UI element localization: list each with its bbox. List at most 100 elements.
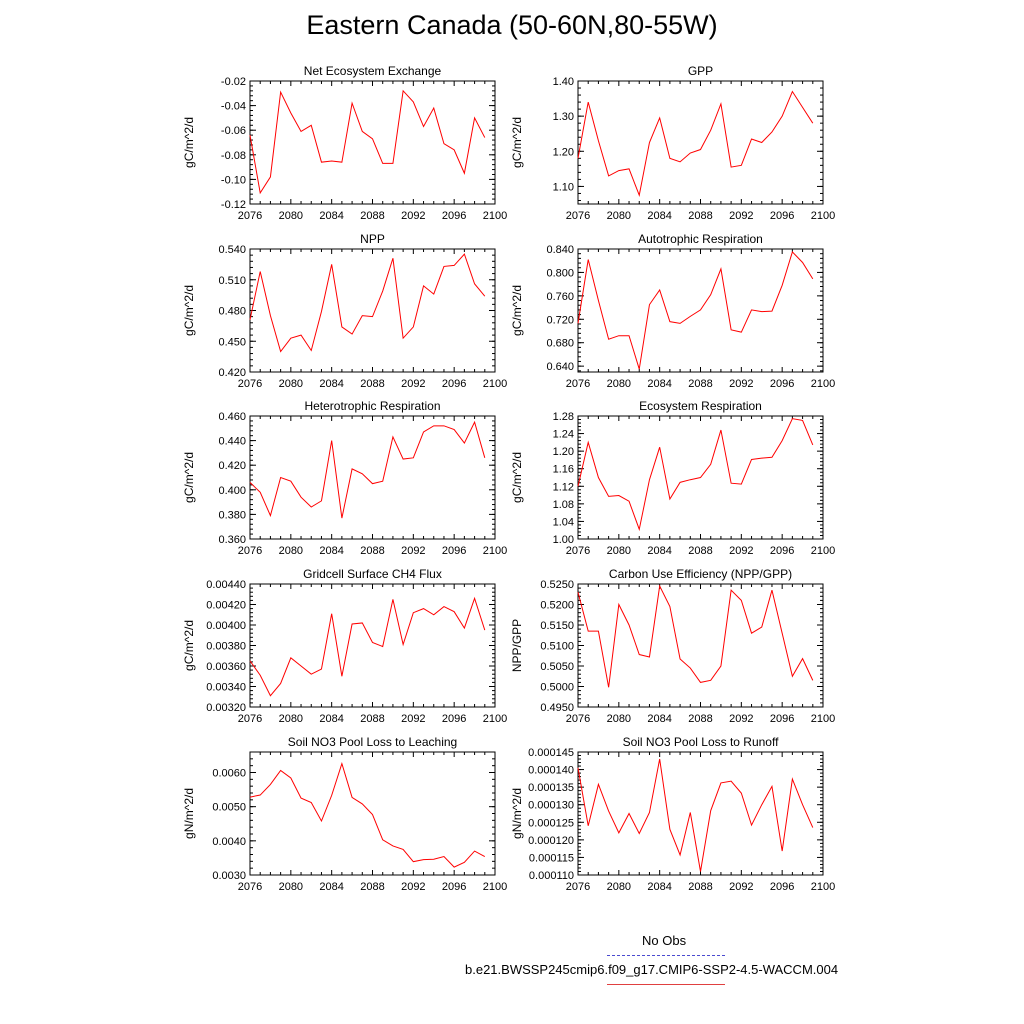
x-tick-label: 2084: [319, 713, 343, 725]
y-tick-label: 0.840: [546, 244, 574, 256]
x-tick-label: 2096: [442, 545, 466, 557]
y-tick-label: 0.360: [218, 534, 246, 546]
x-tick-label: 2092: [729, 713, 753, 725]
y-tick-label: 0.480: [218, 306, 246, 318]
y-tick-label: 1.10: [553, 181, 574, 193]
x-tick-label: 2100: [811, 713, 835, 725]
plot-title: Carbon Use Efficiency (NPP/GPP): [609, 567, 792, 581]
x-tick-label: 2076: [566, 713, 590, 725]
y-tick-label: 0.00340: [206, 682, 246, 694]
x-tick-label: 2084: [319, 545, 343, 557]
figure-title: Eastern Canada (50-60N,80-55W): [306, 10, 718, 40]
y-tick-label: 0.5200: [540, 600, 574, 612]
x-tick-label: 2100: [483, 881, 507, 893]
y-tick-label: 1.30: [553, 111, 574, 123]
y-tick-label: 0.000140: [528, 765, 574, 777]
x-tick-label: 2080: [607, 210, 631, 222]
y-tick-label: 0.00420: [206, 600, 246, 612]
x-tick-label: 2100: [811, 378, 835, 390]
x-tick-label: 2080: [279, 210, 303, 222]
y-tick-label: 1.20: [553, 446, 574, 458]
y-tick-label: 1.04: [553, 516, 574, 528]
x-tick-label: 2096: [442, 210, 466, 222]
y-axis-label: NPP/GPP: [510, 619, 524, 672]
series-line: [577, 584, 814, 688]
series-line: [249, 89, 486, 195]
y-tick-label: -0.12: [221, 199, 246, 211]
y-tick-label: 1.00: [553, 534, 574, 546]
y-tick-label: 0.5250: [540, 579, 574, 591]
x-tick-label: 2096: [442, 881, 466, 893]
x-tick-label: 2100: [483, 378, 507, 390]
y-tick-label: 0.420: [218, 367, 246, 379]
plot-title: Ecosystem Respiration: [639, 399, 762, 413]
x-tick-label: 2084: [319, 378, 343, 390]
y-tick-label: -0.08: [221, 150, 246, 162]
x-tick-label: 2076: [566, 378, 590, 390]
x-tick-label: 2076: [566, 210, 590, 222]
x-tick-label: 2096: [770, 378, 794, 390]
y-tick-label: 0.510: [218, 275, 246, 287]
x-tick-label: 2076: [238, 545, 262, 557]
y-tick-label: -0.06: [221, 125, 246, 137]
x-tick-label: 2092: [401, 881, 425, 893]
plot-title: Autotrophic Respiration: [638, 232, 763, 246]
y-axis-label: gC/m^2/d: [510, 452, 524, 503]
y-tick-label: 0.000130: [528, 800, 574, 812]
x-tick-label: 2088: [688, 545, 712, 557]
x-tick-label: 2088: [688, 378, 712, 390]
y-tick-label: 0.0030: [212, 870, 246, 882]
x-tick-label: 2092: [729, 378, 753, 390]
y-axis-label: gN/m^2/d: [182, 788, 196, 839]
series-line: [577, 250, 814, 370]
x-tick-label: 2100: [483, 210, 507, 222]
y-tick-label: 0.5050: [540, 661, 574, 673]
y-axis-label: gC/m^2/d: [182, 620, 196, 671]
y-tick-label: 0.380: [218, 509, 246, 521]
x-tick-label: 2092: [401, 378, 425, 390]
y-tick-label: 0.00320: [206, 702, 246, 714]
y-tick-label: 0.00360: [206, 661, 246, 673]
y-tick-label: 1.16: [553, 464, 574, 476]
x-tick-label: 2084: [647, 378, 671, 390]
y-axis-label: gC/m^2/d: [182, 452, 196, 503]
x-tick-label: 2076: [566, 881, 590, 893]
legend-label-no-obs: No Obs: [642, 933, 687, 948]
plot-frame: [249, 80, 496, 205]
plot-frame: [577, 751, 824, 876]
x-tick-label: 2096: [442, 713, 466, 725]
y-axis-label: gC/m^2/d: [510, 117, 524, 168]
x-tick-label: 2088: [360, 378, 384, 390]
series-line: [249, 253, 486, 353]
x-tick-label: 2096: [442, 378, 466, 390]
y-tick-label: 0.5150: [540, 620, 574, 632]
x-tick-label: 2100: [811, 881, 835, 893]
y-tick-label: 0.000145: [528, 747, 574, 759]
x-tick-label: 2088: [688, 713, 712, 725]
y-tick-label: 0.4950: [540, 702, 574, 714]
x-tick-label: 2092: [729, 881, 753, 893]
x-tick-label: 2076: [566, 545, 590, 557]
x-tick-label: 2080: [607, 881, 631, 893]
y-tick-label: 0.5000: [540, 682, 574, 694]
y-tick-label: 0.00380: [206, 641, 246, 653]
x-tick-label: 2092: [401, 545, 425, 557]
y-axis-label: gC/m^2/d: [182, 285, 196, 336]
y-tick-label: 0.0050: [212, 802, 246, 814]
y-axis-label: gC/m^2/d: [182, 117, 196, 168]
y-tick-label: 1.20: [553, 146, 574, 158]
plot-title: Heterotrophic Respiration: [304, 399, 440, 413]
y-tick-label: 0.800: [546, 267, 574, 279]
plot-title: Soil NO3 Pool Loss to Leaching: [288, 735, 457, 749]
y-tick-label: 0.760: [546, 291, 574, 303]
y-tick-label: 0.000125: [528, 817, 574, 829]
y-tick-label: 0.0060: [212, 768, 246, 780]
x-tick-label: 2100: [811, 545, 835, 557]
x-tick-label: 2088: [360, 210, 384, 222]
x-tick-label: 2084: [319, 881, 343, 893]
x-tick-label: 2100: [483, 713, 507, 725]
x-tick-label: 2092: [729, 545, 753, 557]
plot-title: Net Ecosystem Exchange: [304, 64, 442, 78]
x-tick-label: 2088: [360, 713, 384, 725]
